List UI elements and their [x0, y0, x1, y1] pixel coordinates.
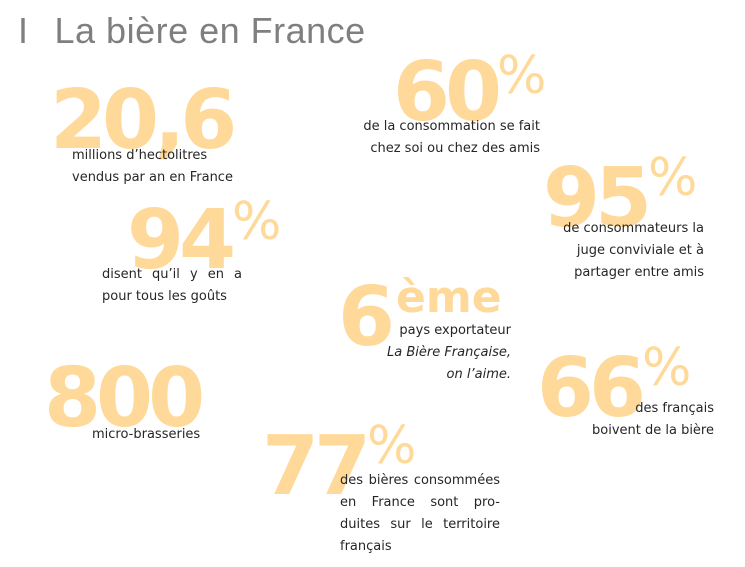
page-title: I La bière en France — [18, 10, 366, 52]
stat-suffix: % — [232, 192, 282, 252]
stat-description: millions d’hectolitres vendus par an en … — [72, 148, 233, 185]
stat-value: 60 — [393, 45, 502, 140]
stat-description: disent qu’il y en a pour tous les goûts — [102, 267, 242, 304]
stat-value: 20,6 — [50, 73, 237, 168]
stat-description: de la consommation se fait chez soi ou c… — [363, 119, 540, 156]
stat-suffix: % — [367, 416, 417, 476]
stat-value: 66 — [537, 341, 646, 436]
stat-suffix: % — [648, 148, 698, 208]
section-number: I — [18, 10, 29, 51]
stat-description: micro-brasseries — [92, 427, 201, 442]
stat-description: de consommateurs la juge conviviale et à… — [563, 221, 704, 280]
stat-suffix: % — [642, 338, 692, 398]
stat-value: 95 — [543, 151, 652, 246]
stat-value: 77 — [262, 419, 371, 514]
stat-value: 800 — [44, 351, 205, 446]
stat-suffix: ème — [396, 272, 502, 323]
stat-suffix: % — [497, 46, 547, 106]
stat-description: pays exportateur La Bière Française, on … — [386, 323, 511, 382]
stat-value: 6 — [338, 270, 395, 365]
section-title: La bière en France — [54, 10, 366, 51]
stat-value: 94 — [127, 193, 236, 288]
stat-description: des bières consommées en France sont pro… — [340, 473, 500, 554]
stat-description: des français boivent de la bière — [592, 401, 714, 438]
